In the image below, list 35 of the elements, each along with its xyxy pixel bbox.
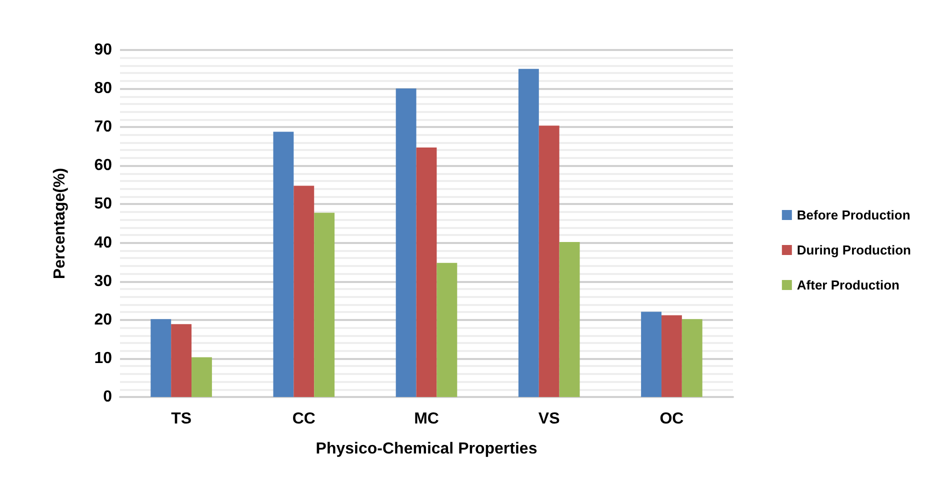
x-tick-label: OC xyxy=(660,410,684,428)
legend-label: Before Production xyxy=(796,208,910,222)
y-tick-label: 60 xyxy=(94,157,112,174)
bar xyxy=(192,357,212,397)
y-tick-label: 20 xyxy=(94,311,112,328)
x-tick-label: CC xyxy=(292,410,316,428)
y-axis-title: Percentage(%) xyxy=(52,168,68,280)
y-tick-label: 90 xyxy=(94,42,112,58)
x-tick-label: MC xyxy=(414,410,440,428)
y-tick-label: 10 xyxy=(94,350,112,367)
y-tick-label: 30 xyxy=(94,272,112,290)
y-tick-label: 80 xyxy=(94,80,112,98)
y-tick-label: 40 xyxy=(94,234,112,252)
x-axis-title: Physico-Chemical Properties xyxy=(316,440,538,458)
bar xyxy=(641,312,662,397)
bar xyxy=(150,319,172,397)
legend-label: After Production xyxy=(796,278,900,292)
y-tick-label: 50 xyxy=(94,196,112,213)
bar xyxy=(559,242,580,397)
bar xyxy=(538,126,560,397)
bar xyxy=(273,132,294,397)
bar xyxy=(314,212,335,397)
bar xyxy=(171,324,192,397)
bar xyxy=(416,148,437,397)
y-tick-label: 70 xyxy=(94,118,112,136)
bar xyxy=(294,186,314,397)
bar xyxy=(396,88,416,397)
x-tick-label: TS xyxy=(171,410,192,428)
y-tick-label: 0 xyxy=(103,388,112,406)
bar xyxy=(518,68,539,397)
legend-label: During Production xyxy=(796,242,912,258)
bar xyxy=(661,315,682,397)
bar xyxy=(682,319,702,397)
bar xyxy=(436,262,458,397)
x-tick-label: VS xyxy=(538,410,560,428)
